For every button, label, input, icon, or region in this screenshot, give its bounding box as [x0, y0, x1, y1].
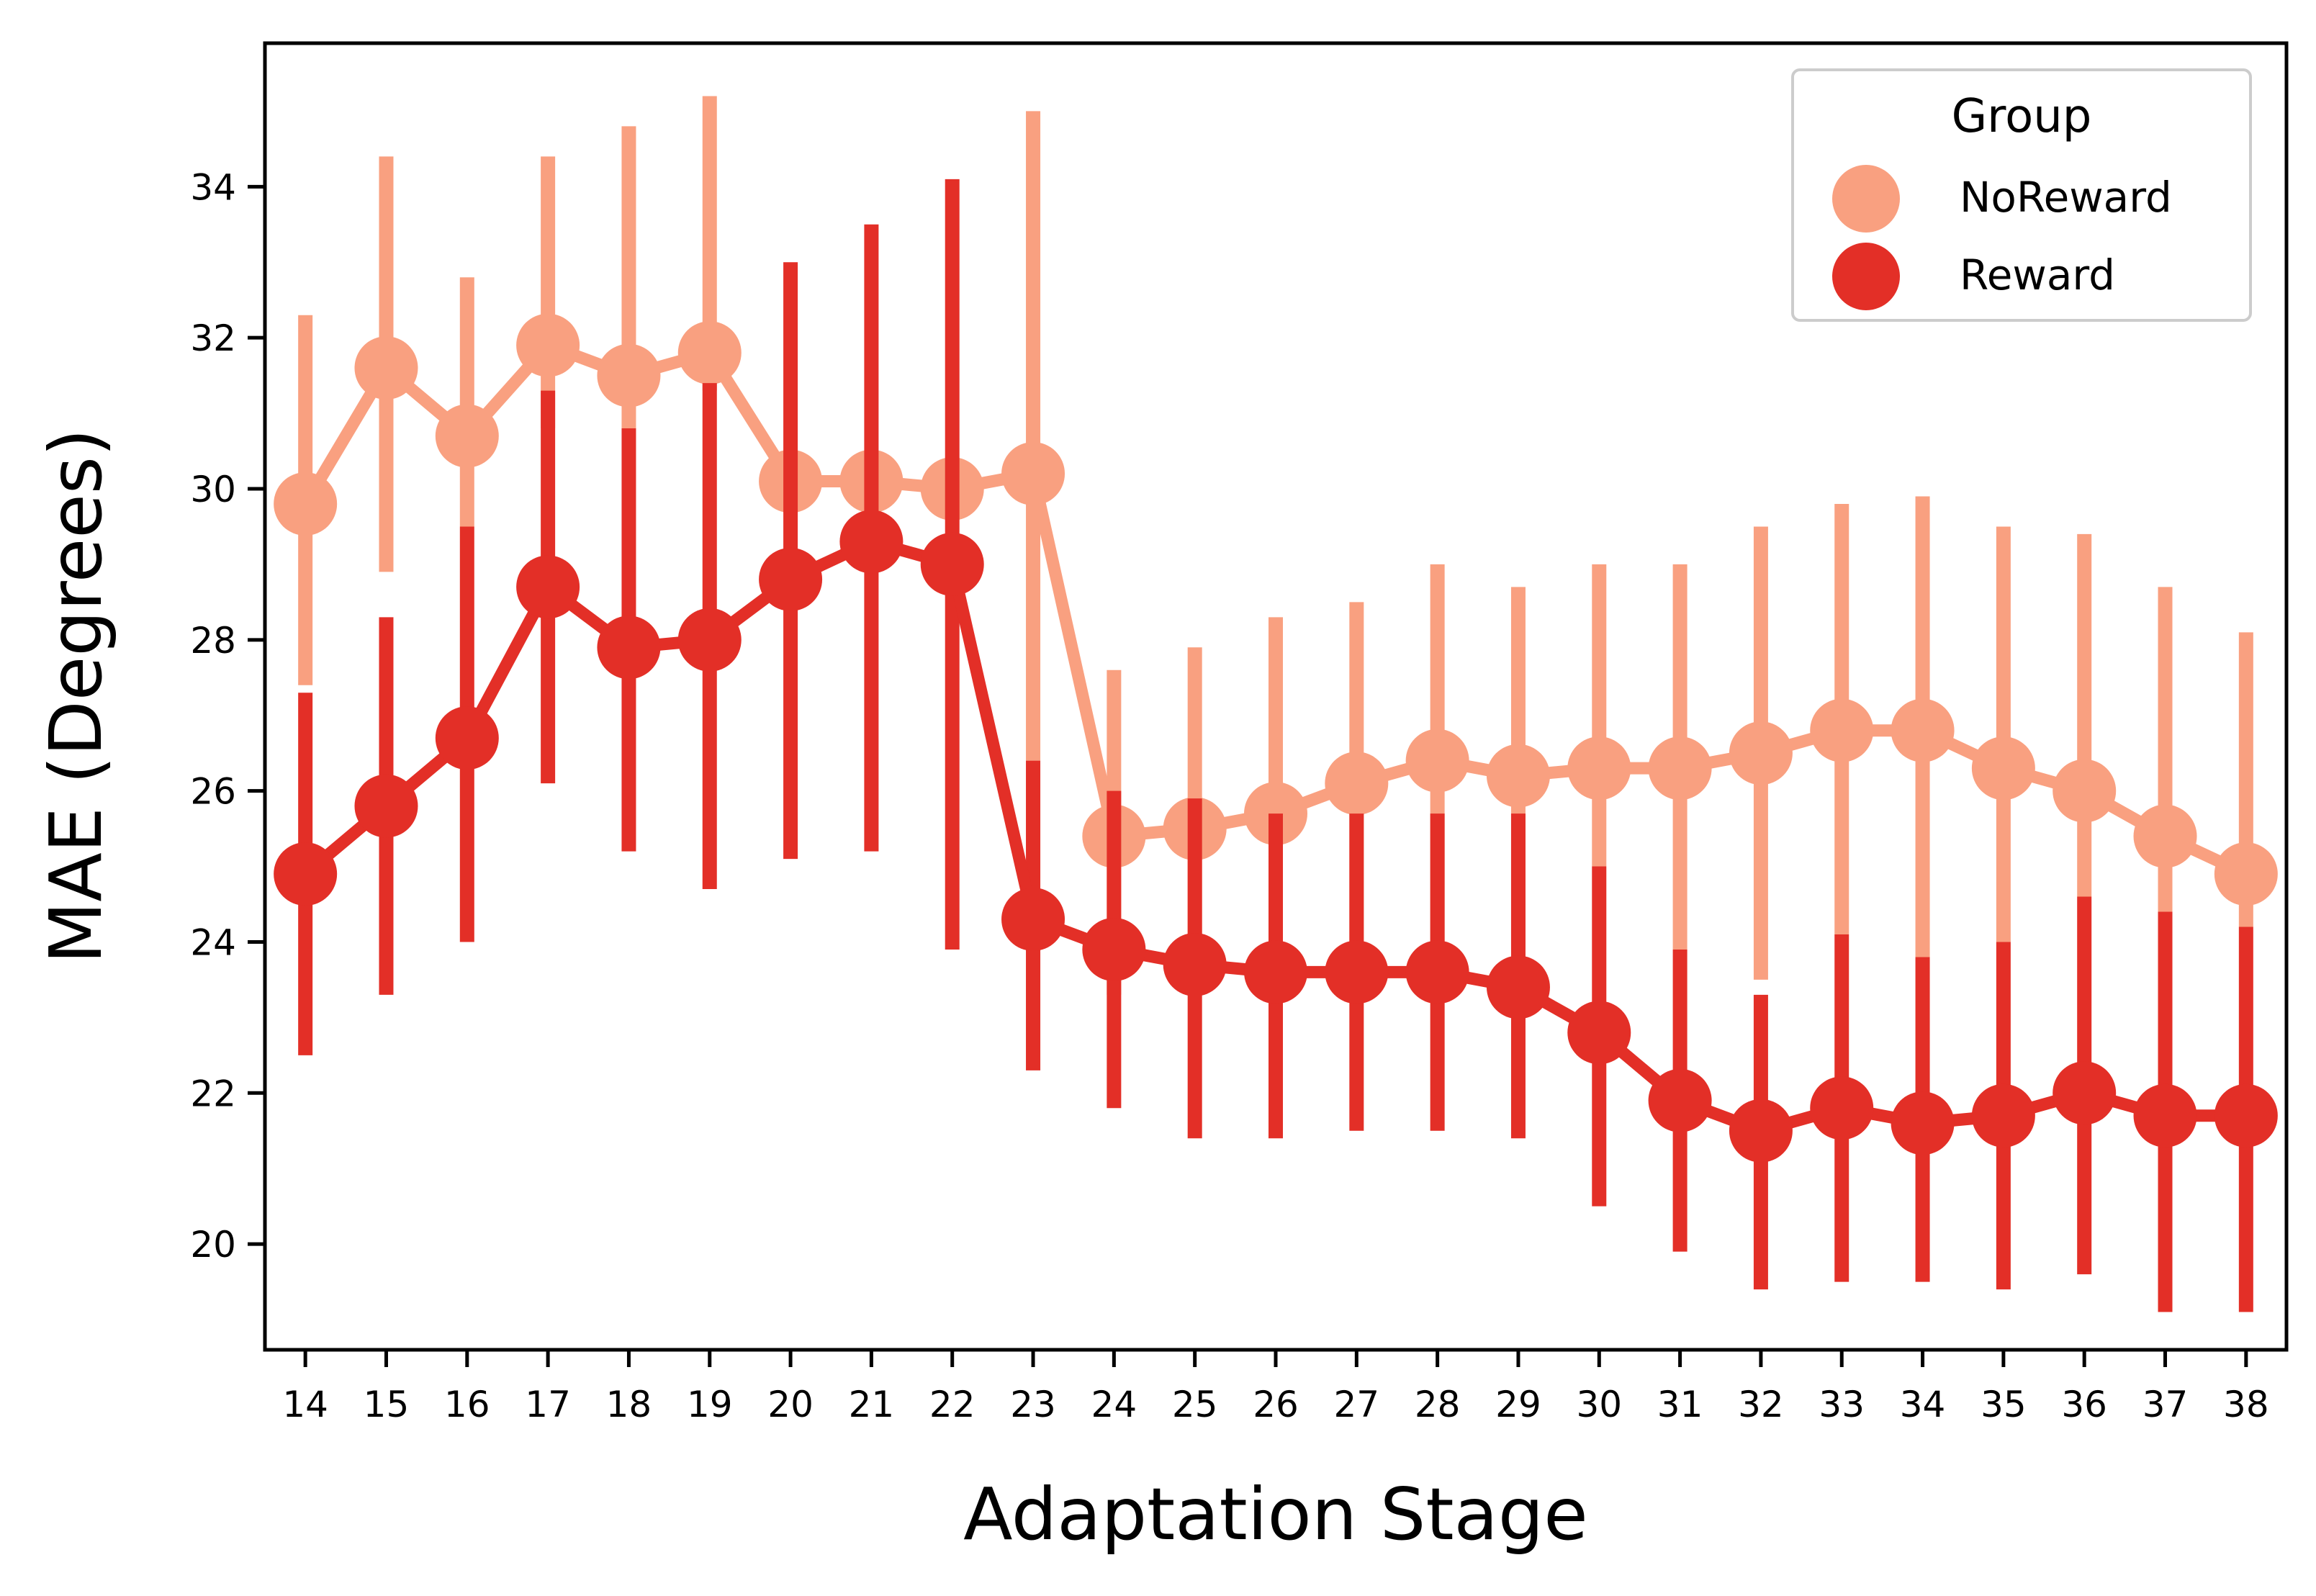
series-noreward [274, 96, 2278, 995]
x-tick-label-18: 18 [606, 1384, 652, 1425]
point-reward-27 [1325, 940, 1389, 1004]
point-reward-23 [1001, 887, 1065, 951]
x-tick-label-16: 16 [444, 1384, 490, 1425]
x-tick-label-15: 15 [364, 1384, 410, 1425]
x-tick-label-30: 30 [1576, 1384, 1622, 1425]
point-noreward-17 [516, 313, 580, 377]
x-axis: 14 15 16 17 18 19 20 21 22 23 24 25 26 27 28 29 30 31 32 33… [282, 1350, 2269, 1425]
x-tick-label-20: 20 [767, 1384, 814, 1425]
point-noreward-28 [1405, 729, 1469, 793]
point-reward-14 [274, 842, 338, 906]
y-tick-label-22: 22 [190, 1073, 236, 1114]
point-reward-25 [1163, 932, 1227, 996]
x-tick-label-23: 23 [1010, 1384, 1056, 1425]
point-noreward-31 [1648, 736, 1712, 801]
x-tick-label-31: 31 [1657, 1384, 1703, 1425]
y-tick-label-34: 34 [190, 166, 236, 208]
point-noreward-23 [1001, 442, 1065, 506]
legend: Group NoReward Reward [1791, 68, 2252, 322]
point-reward-34 [1891, 1091, 1955, 1155]
legend-label-reward: Reward [1960, 251, 2115, 299]
point-reward-31 [1648, 1068, 1712, 1132]
legend-marker-noreward [1832, 165, 1900, 233]
point-reward-29 [1486, 955, 1550, 1019]
x-tick-label-29: 29 [1495, 1384, 1541, 1425]
point-noreward-16 [435, 404, 499, 468]
point-reward-15 [354, 774, 418, 838]
point-reward-37 [2133, 1083, 2197, 1148]
x-tick-label-35: 35 [1981, 1384, 2027, 1425]
point-reward-36 [2053, 1061, 2117, 1125]
x-tick-label-25: 25 [1172, 1384, 1218, 1425]
x-tick-label-22: 22 [929, 1384, 975, 1425]
x-tick-label-19: 19 [687, 1384, 733, 1425]
point-noreward-37 [2133, 804, 2197, 868]
point-noreward-36 [2053, 759, 2117, 823]
point-noreward-18 [597, 343, 661, 407]
point-reward-20 [759, 547, 823, 611]
point-noreward-32 [1729, 721, 1793, 785]
point-noreward-33 [1810, 698, 1874, 762]
legend-marker-reward [1832, 243, 1900, 310]
point-reward-22 [920, 532, 984, 596]
x-tick-label-36: 36 [2061, 1384, 2107, 1425]
x-tick-label-17: 17 [525, 1384, 571, 1425]
series-layer [274, 96, 2278, 1312]
point-noreward-19 [677, 321, 742, 385]
point-reward-19 [677, 608, 742, 672]
point-noreward-35 [1971, 736, 2035, 801]
y-tick-label-30: 30 [190, 469, 236, 510]
x-tick-label-21: 21 [849, 1384, 895, 1425]
point-reward-32 [1729, 1099, 1793, 1163]
point-reward-33 [1810, 1076, 1874, 1140]
x-tick-label-14: 14 [282, 1384, 328, 1425]
point-noreward-30 [1567, 736, 1631, 801]
point-reward-26 [1244, 940, 1307, 1004]
point-reward-21 [839, 510, 904, 574]
y-tick-label-32: 32 [190, 317, 236, 359]
point-reward-18 [597, 616, 661, 680]
x-tick-label-33: 33 [1819, 1384, 1865, 1425]
point-reward-17 [516, 555, 580, 619]
x-tick-label-38: 38 [2223, 1384, 2269, 1425]
y-tick-label-26: 26 [190, 771, 236, 813]
point-reward-28 [1405, 940, 1469, 1004]
point-noreward-14 [274, 472, 338, 536]
legend-box [1791, 68, 2252, 322]
legend-title: Group [1952, 90, 2092, 143]
y-axis-label: MAE (Degrees) [34, 428, 118, 964]
point-noreward-27 [1325, 752, 1389, 816]
x-tick-label-28: 28 [1415, 1384, 1461, 1425]
point-noreward-34 [1891, 698, 1955, 762]
y-tick-label-28: 28 [190, 620, 236, 662]
x-tick-label-34: 34 [1900, 1384, 1946, 1425]
x-tick-label-27: 27 [1334, 1384, 1380, 1425]
x-tick-label-37: 37 [2142, 1384, 2189, 1425]
series-reward [274, 179, 2278, 1312]
point-reward-30 [1567, 1001, 1631, 1065]
x-tick-label-32: 32 [1738, 1384, 1784, 1425]
legend-label-noreward: NoReward [1960, 173, 2172, 222]
y-tick-label-20: 20 [190, 1224, 236, 1266]
point-noreward-38 [2214, 842, 2278, 906]
point-reward-35 [1971, 1083, 2035, 1148]
x-axis-label: Adaptation Stage [963, 1472, 1588, 1556]
point-reward-16 [435, 706, 499, 770]
x-tick-label-26: 26 [1253, 1384, 1299, 1425]
y-axis: 20 22 24 26 28 30 32 34 [190, 166, 265, 1266]
point-noreward-29 [1486, 744, 1550, 808]
y-tick-label-24: 24 [190, 921, 236, 963]
point-reward-24 [1082, 917, 1146, 981]
x-tick-label-24: 24 [1091, 1384, 1137, 1425]
point-reward-38 [2214, 1083, 2278, 1148]
point-noreward-15 [354, 336, 418, 400]
